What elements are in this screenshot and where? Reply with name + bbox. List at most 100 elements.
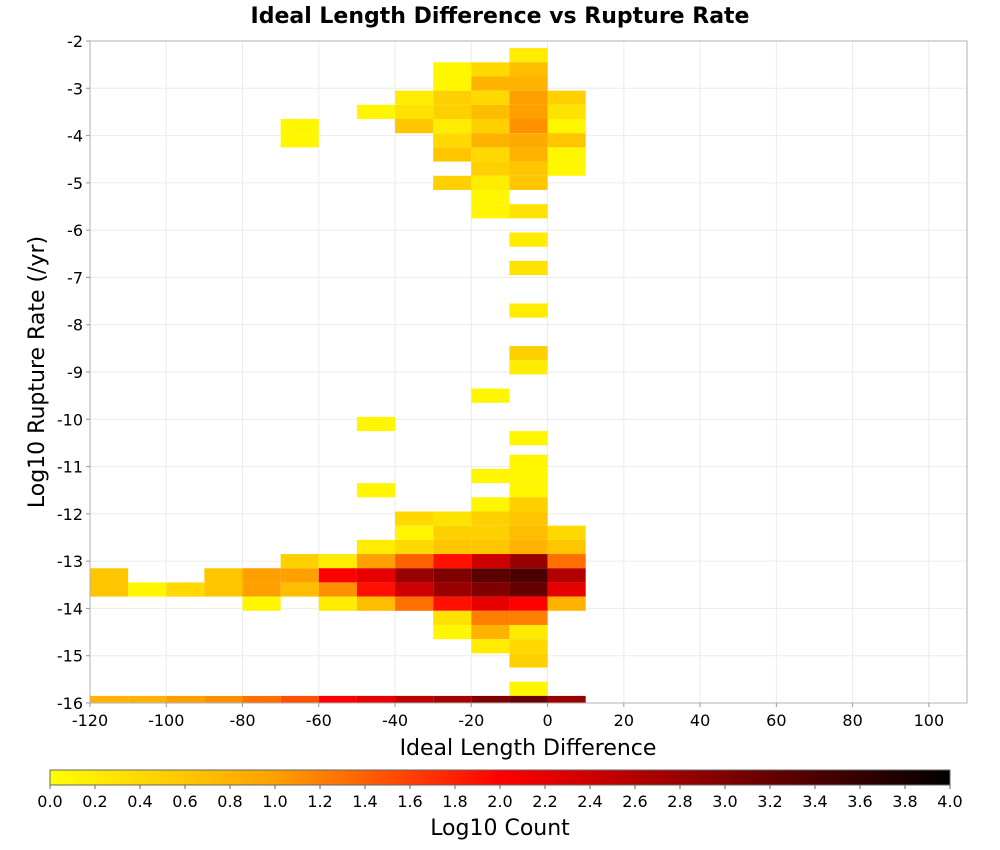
heatmap-cell (509, 90, 548, 105)
heatmap-cell (128, 582, 167, 597)
heatmap-cell (509, 303, 548, 318)
heatmap-cell (318, 596, 357, 611)
colorbar-tick-label: 1.2 (307, 792, 332, 811)
y-tick-label: -13 (57, 552, 83, 571)
heatmap-cell (433, 525, 472, 540)
colorbar-tick-label: 0.8 (217, 792, 242, 811)
heatmap-cell (509, 133, 548, 148)
heatmap-cell (356, 416, 396, 432)
heatmap-cell (471, 175, 510, 190)
heatmap-cell (433, 511, 472, 526)
x-tick-label: 40 (690, 711, 710, 730)
heatmap-cell (547, 554, 586, 569)
heatmap-cell (509, 539, 548, 555)
heatmap-cell (433, 554, 472, 569)
heatmap-cell (471, 639, 510, 654)
x-tick-label: 100 (914, 711, 945, 730)
heatmap-cell (547, 582, 586, 597)
heatmap-cell (242, 568, 281, 583)
heatmap-cell (395, 582, 434, 597)
heatmap-cell (395, 539, 434, 555)
heatmap-cell (280, 582, 319, 597)
heatmap-cell (509, 345, 548, 361)
heatmap-cell (433, 62, 472, 77)
colorbar-tick-label: 2.4 (577, 792, 602, 811)
y-tick-label: -11 (57, 458, 83, 477)
y-axis-ticks: -2 -3 -4 -5 -6 -7 -8 -9 -10 -11 -12 -13 -14 -15 -16 (57, 32, 90, 713)
heatmap-cell (433, 596, 472, 611)
x-tick-label: -40 (382, 711, 408, 730)
heatmap-cell (471, 62, 510, 77)
chart-title: Ideal Length Difference vs Rupture Rate (251, 4, 750, 29)
x-axis-ticks: -120 -100 -80 -60 -40 -20 0 20 40 60 80 100 (72, 703, 944, 730)
heatmap-cell (318, 582, 357, 597)
x-tick-label: 0 (542, 711, 552, 730)
heatmap-cell (318, 695, 357, 703)
heatmap-cell (509, 431, 548, 446)
heatmap-cell (471, 582, 510, 597)
heatmap-cell (471, 497, 510, 512)
heatmap-cell (547, 568, 586, 583)
heatmap-cell (471, 610, 510, 625)
heatmap-cell (395, 568, 434, 583)
heatmap-cell (128, 695, 167, 703)
heatmap-cell (471, 76, 510, 91)
y-tick-label: -6 (67, 221, 83, 240)
colorbar-tick-label: 4.0 (937, 792, 962, 811)
heatmap-cell (509, 568, 548, 583)
heatmap-cell (395, 525, 434, 540)
y-tick-label: -8 (67, 316, 83, 335)
heatmap-cell (242, 695, 281, 703)
heatmap-cell (509, 76, 548, 91)
y-tick-label: -14 (57, 599, 83, 618)
heatmap-cell (318, 554, 357, 569)
heatmap-cell (509, 204, 548, 219)
colorbar-tick-label: 1.4 (352, 792, 377, 811)
heatmap-cell (433, 147, 472, 162)
heatmap-cell (547, 104, 586, 120)
heatmap-cell (509, 582, 548, 597)
heatmap-cell (433, 119, 472, 134)
heatmap-cell (509, 525, 548, 540)
colorbar-tick-label: 3.8 (892, 792, 917, 811)
heatmap-cell (547, 161, 586, 176)
heatmap-cell (547, 695, 586, 703)
heatmap-cell (471, 525, 510, 540)
heatmap-cell (395, 119, 434, 134)
y-tick-label: -16 (57, 694, 83, 713)
heatmap-cell (509, 232, 548, 247)
heatmap-cell (547, 119, 586, 134)
heatmap-cell (509, 610, 548, 625)
heatmap-cell (509, 497, 548, 512)
x-tick-label: -80 (229, 711, 255, 730)
heatmap-cell (509, 624, 548, 640)
x-tick-label: 60 (766, 711, 786, 730)
heatmap-cell (471, 161, 510, 176)
x-tick-label: 80 (842, 711, 862, 730)
heatmap-cell (280, 695, 319, 703)
heatmap-cell (356, 539, 396, 555)
heatmap-cell (433, 104, 472, 120)
y-tick-label: -12 (57, 505, 83, 524)
heatmap-cell (433, 624, 472, 640)
heatmap-cell (471, 568, 510, 583)
heatmap-cell (433, 695, 472, 703)
heatmap-cell (280, 133, 319, 148)
heatmap-cell (318, 568, 357, 583)
heatmap-cell (471, 554, 510, 569)
heatmap-cell (509, 468, 548, 484)
heatmap-cell (242, 582, 281, 597)
y-tick-label: -2 (67, 32, 83, 51)
heatmap-cell (433, 175, 472, 190)
heatmap-cell (547, 539, 586, 555)
heatmap-cell (509, 260, 548, 276)
x-tick-label: -120 (72, 711, 108, 730)
heatmap-cell (471, 147, 510, 162)
heatmap-cell (356, 104, 396, 120)
colorbar-tick-label: 3.0 (712, 792, 737, 811)
heatmap-cell (433, 90, 472, 105)
heatmap-cell (166, 695, 205, 703)
heatmap-cell (509, 511, 548, 526)
heatmap-cell (433, 76, 472, 91)
